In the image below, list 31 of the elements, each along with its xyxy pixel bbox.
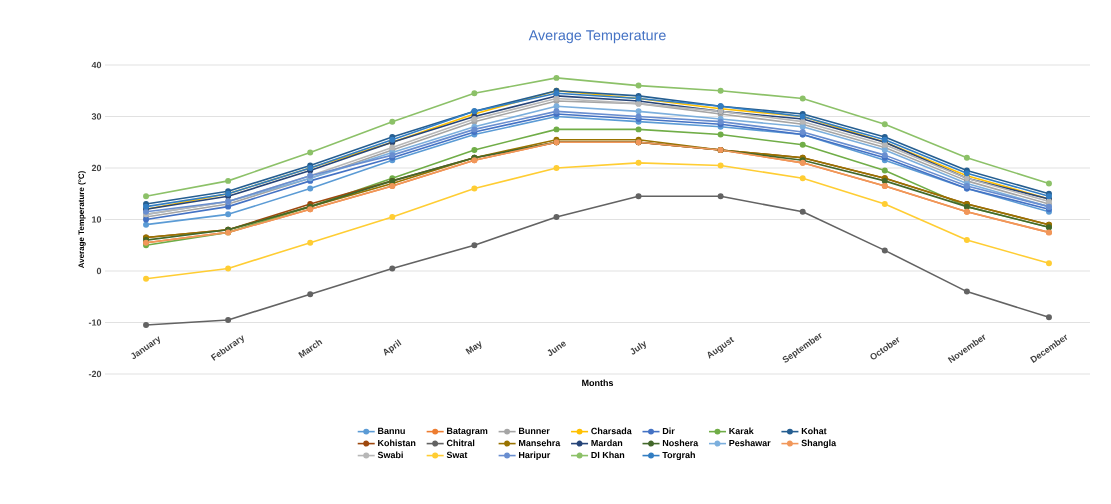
legend-label: DI Khan (591, 451, 625, 459)
chart-title: Average Temperature (528, 30, 666, 44)
legend-label: Mansehra (519, 439, 561, 447)
legend-label: Chitral (446, 439, 475, 447)
y-tick-label: -20 (88, 370, 102, 378)
x-axis-title: Months (582, 379, 614, 387)
legend-label: Swabi (377, 451, 403, 459)
y-tick-label: 0 (96, 267, 102, 275)
legend-label: Noshera (662, 439, 699, 447)
legend-label: Kohat (801, 427, 827, 435)
legend-label: Batagram (447, 427, 488, 436)
legend-label: Mardan (591, 439, 623, 447)
legend-label: Bunner (519, 427, 550, 435)
legend-label: Haripur (519, 451, 551, 460)
x-tick-label: June (547, 341, 566, 356)
legend-label: Swat (446, 451, 468, 459)
y-tick-label: 30 (91, 113, 102, 120)
legend-label: Karak (729, 427, 754, 435)
y-tick-label: 10 (92, 216, 102, 223)
legend-label: Torgrah (662, 451, 695, 460)
legend-label: Charsada (591, 427, 632, 435)
legend-label: Dir (662, 427, 675, 435)
y-tick-label: -10 (88, 319, 102, 326)
legend-label: Bannu (378, 427, 405, 435)
y-tick-label: 40 (91, 61, 102, 69)
y-tick-label: 20 (91, 164, 102, 172)
legend-label: Shangla (801, 439, 837, 448)
legend-label: Kohistan (378, 439, 416, 447)
legend-label: Peshawar (729, 439, 771, 447)
x-tick-label: July (630, 341, 646, 355)
x-tick-label: May (465, 341, 482, 355)
